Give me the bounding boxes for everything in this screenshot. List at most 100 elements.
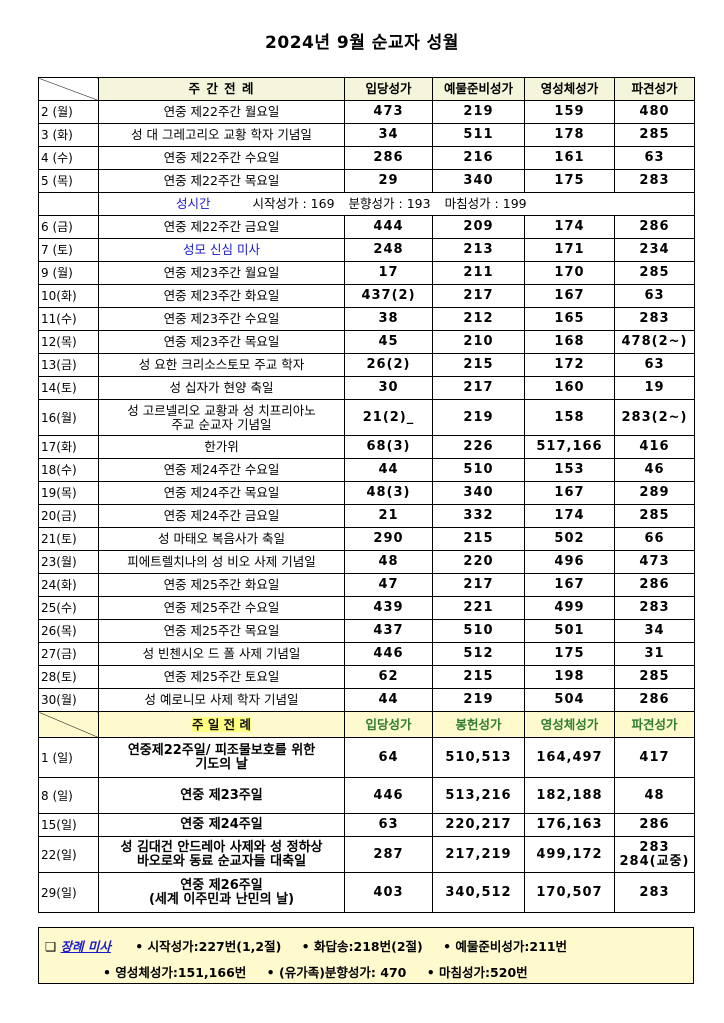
- communion-hymn-cell: 168: [524, 330, 615, 354]
- offertory-hymn-cell: 219: [432, 688, 525, 712]
- day-cell: 28(토): [38, 665, 99, 689]
- day-cell: 7 (토): [38, 238, 99, 262]
- weekday-row: 18(수) 연중 제24주간 수요일 44 510 153 46: [38, 458, 695, 482]
- day-cell: 19(목): [38, 481, 99, 505]
- holy-hour-label: 성시간: [176, 196, 211, 211]
- offertory-hymn-cell: 213: [432, 238, 525, 262]
- day-cell: 10(화): [38, 284, 99, 308]
- recessional-hymn-cell: 286: [614, 813, 695, 837]
- day-cell: 12(목): [38, 330, 99, 354]
- funeral-entrance: • 시작성가:227번(1,2절): [135, 939, 282, 954]
- funeral-offertory: • 예물준비성가:211번: [443, 939, 568, 954]
- offertory-hymn-cell: 340,512: [432, 872, 525, 913]
- recessional-hymn-cell: 289: [614, 481, 695, 505]
- recessional-hymn-cell: 478(2~): [614, 330, 695, 354]
- communion-hymn-cell: 517,166: [524, 435, 615, 459]
- offertory-hymn-header: 예물준비성가: [432, 77, 525, 101]
- recessional-hymn-cell: 283: [614, 169, 695, 193]
- communion-hymn-cell: 160: [524, 376, 615, 400]
- weekday-row: 27(금) 성 빈첸시오 드 폴 사제 기념일 446 512 175 31: [38, 642, 695, 666]
- day-cell: 2 (월): [38, 100, 99, 124]
- communion-hymn-cell: 167: [524, 573, 615, 597]
- offertory-hymn-cell: 340: [432, 481, 525, 505]
- day-cell: 24(화): [38, 573, 99, 597]
- day-cell: 16(월): [38, 399, 99, 436]
- offertory-hymn-cell: 510: [432, 458, 525, 482]
- communion-hymn-cell: 182,188: [524, 777, 615, 814]
- entrance-hymn-cell: 44: [344, 458, 433, 482]
- offertory-hymn-cell: 215: [432, 665, 525, 689]
- communion-hymn-cell: 164,497: [524, 737, 615, 778]
- day-cell: 21(토): [38, 527, 99, 551]
- entrance-hymn-cell: 248: [344, 238, 433, 262]
- liturgy-name-cell: 연중 제25주간 화요일: [98, 573, 345, 597]
- entrance-hymn-cell: 68(3): [344, 435, 433, 459]
- communion-hymn-cell: 170: [524, 261, 615, 285]
- weekday-row: 14(토) 성 십자가 현양 축일 30 217 160 19: [38, 376, 695, 400]
- recessional-hymn-cell: 285: [614, 123, 695, 147]
- communion-hymn-cell: 161: [524, 146, 615, 170]
- entrance-hymn-cell: 437: [344, 619, 433, 643]
- funeral-mass-label: 장례 미사: [60, 939, 111, 954]
- communion-hymn-cell: 153: [524, 458, 615, 482]
- liturgy-name-cell: 연중 제23주일: [98, 777, 345, 814]
- sunday-liturgy-header: 주 일 전 례: [98, 711, 345, 738]
- entrance-hymn-cell: 63: [344, 813, 433, 837]
- checkbox-square-icon: ❑: [45, 939, 57, 954]
- communion-hymn-cell: 172: [524, 353, 615, 377]
- liturgy-name-cell: 연중 제24주간 목요일: [98, 481, 345, 505]
- day-cell: 29(일): [38, 872, 99, 913]
- communion-hymn-cell: 496: [524, 550, 615, 574]
- entrance-hymn-cell: 446: [344, 642, 433, 666]
- entrance-hymn-cell: 21(2)_: [344, 399, 433, 436]
- liturgy-name-cell: 연중제22주일/ 피조물보호를 위한 기도의 날: [98, 737, 345, 778]
- recessional-hymn-cell: 234: [614, 238, 695, 262]
- offertory-hymn-cell: 220: [432, 550, 525, 574]
- entrance-hymn-cell: 45: [344, 330, 433, 354]
- liturgy-name-line-2: 주교 순교자 기념일: [171, 416, 272, 432]
- entrance-hymn-cell: 473: [344, 100, 433, 124]
- weekday-row: 17(화) 한가위 68(3) 226 517,166 416: [38, 435, 695, 459]
- offertory-hymn-cell: 511: [432, 123, 525, 147]
- communion-hymn-cell: 175: [524, 169, 615, 193]
- recessional-hymn-cell: 473: [614, 550, 695, 574]
- recessional-hymn-cell: 285: [614, 504, 695, 528]
- weekday-row: 9 (월) 연중 제23주간 월요일 17 211 170 285: [38, 261, 695, 285]
- sunday-row: 29(일) 연중 제26주일 (세계 이주민과 난민의 날) 403 340,512 17…: [38, 872, 695, 913]
- recessional-hymn-header: 파견성가: [614, 77, 695, 101]
- communion-hymn-cell: 171: [524, 238, 615, 262]
- entrance-hymn-cell: 403: [344, 872, 433, 913]
- recessional-hymn-cell: 34: [614, 619, 695, 643]
- offertory-hymn-cell: 215: [432, 527, 525, 551]
- funeral-closing: • 마침성가:520번: [426, 965, 528, 980]
- communion-hymn-cell: 175: [524, 642, 615, 666]
- sunday-row: 22(일) 성 김대건 안드레아 사제와 성 정하상 바오로와 동료 순교자들 대축…: [38, 836, 695, 873]
- liturgy-name-cell: 성 김대건 안드레아 사제와 성 정하상 바오로와 동료 순교자들 대축일: [98, 836, 345, 873]
- sunday-offertory-header: 봉헌성가: [432, 711, 525, 738]
- day-cell: 27(금): [38, 642, 99, 666]
- entrance-hymn-cell: 444: [344, 215, 433, 239]
- day-cell: 13(금): [38, 353, 99, 377]
- communion-hymn-cell: 165: [524, 307, 615, 331]
- recessional-hymn-cell: 416: [614, 435, 695, 459]
- liturgy-name-cell: 성 십자가 현양 축일: [98, 376, 345, 400]
- sunday-liturgy-label: 주 일 전 례: [191, 716, 252, 732]
- holy-hour-start: 시작성가 : 169: [252, 196, 335, 211]
- entrance-hymn-cell: 446: [344, 777, 433, 814]
- entrance-hymn-cell: 286: [344, 146, 433, 170]
- weekday-row: 7 (토) 성모 신심 미사 248 213 171 234: [38, 238, 695, 262]
- liturgy-name-cell: 연중 제24주간 금요일: [98, 504, 345, 528]
- offertory-hymn-cell: 215: [432, 353, 525, 377]
- liturgy-name-cell: 연중 제23주간 월요일: [98, 261, 345, 285]
- liturgy-name-cell: 연중 제23주간 목요일: [98, 330, 345, 354]
- recessional-hymn-cell: 19: [614, 376, 695, 400]
- communion-hymn-cell: 158: [524, 399, 615, 436]
- entrance-hymn-cell: 26(2): [344, 353, 433, 377]
- communion-hymn-cell: 159: [524, 100, 615, 124]
- offertory-hymn-cell: 217: [432, 573, 525, 597]
- entrance-hymn-cell: 62: [344, 665, 433, 689]
- communion-hymn-cell: 174: [524, 215, 615, 239]
- sunday-header-row: 주 일 전 례 입당성가 봉헌성가 영성체성가 파견성가: [38, 711, 695, 738]
- liturgy-name-cell: 연중 제23주간 수요일: [98, 307, 345, 331]
- sunday-recessional-header: 파견성가: [614, 711, 695, 738]
